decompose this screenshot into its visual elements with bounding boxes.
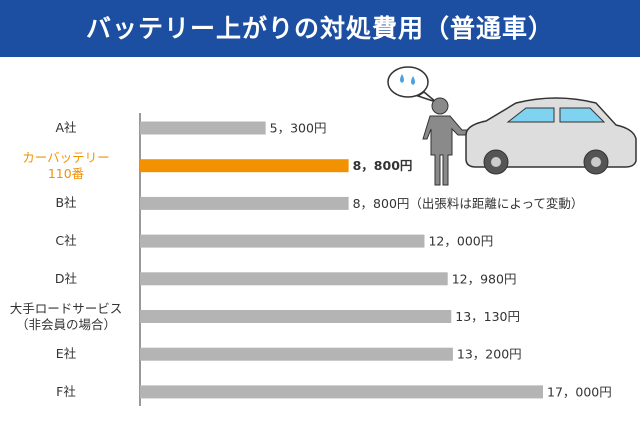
category-label: A社 (55, 120, 77, 135)
bar (140, 159, 349, 173)
category-label: 大手ロードサービス （非会員の場合） (9, 300, 123, 332)
bar (140, 234, 425, 248)
category-label: C社 (55, 233, 77, 249)
value-label: 13，200円 (457, 347, 522, 362)
category-label: B社 (55, 195, 77, 211)
value-label: 5，300円 (270, 121, 327, 136)
category-label: カーバッテリー 110番 (22, 149, 110, 181)
value-label: 13，130円 (455, 309, 520, 324)
bar (140, 385, 543, 399)
value-label: 12，000円 (428, 234, 493, 249)
value-label: 8，800円 (353, 158, 413, 173)
bar (140, 121, 266, 135)
illustration (387, 66, 637, 186)
value-label: 12，980円 (452, 271, 517, 286)
category-label: E社 (55, 346, 77, 362)
value-label: 8，800円（出張料は距離によって変動） (353, 196, 584, 211)
value-label: 17，000円 (547, 384, 612, 399)
bar (140, 272, 448, 286)
chart-title: バッテリー上がりの対処費用（普通車） (0, 0, 640, 57)
bar (140, 310, 452, 323)
category-label: F社 (56, 383, 76, 399)
category-label: D社 (54, 270, 78, 286)
bar (140, 347, 453, 361)
bar (140, 196, 349, 210)
